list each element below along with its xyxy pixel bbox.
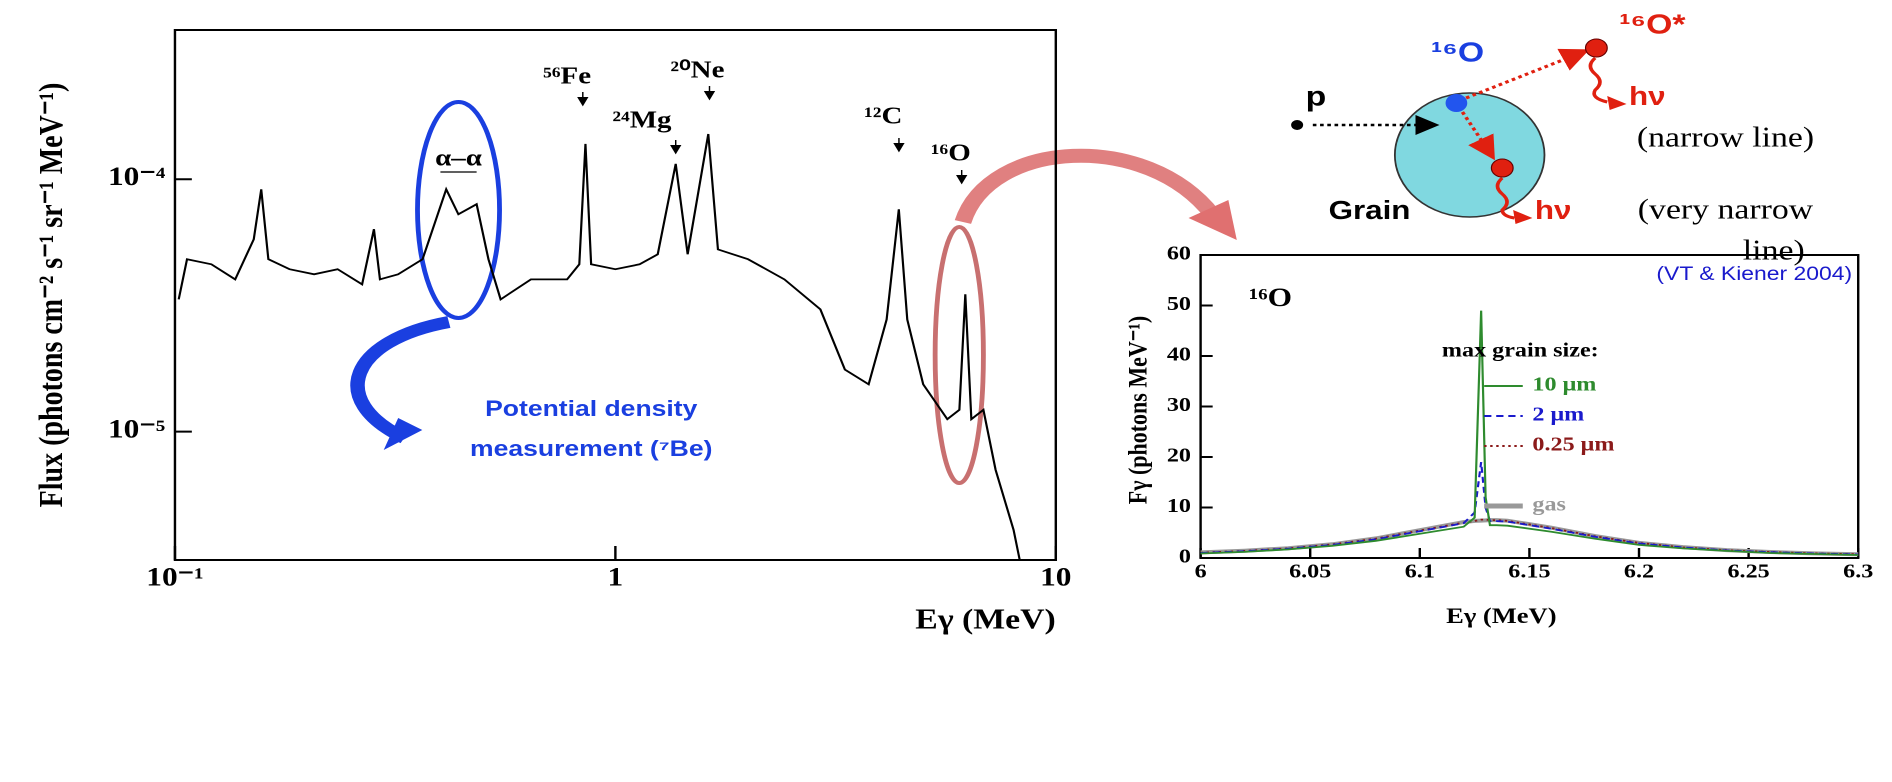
y-tick-label: 0	[1179, 545, 1191, 568]
decorations	[350, 38, 1627, 485]
proton	[1291, 120, 1304, 130]
photon	[1588, 56, 1608, 104]
data-line	[177, 133, 1021, 561]
annotation: (VT & Kiener 2004)	[1656, 264, 1852, 285]
x-axis-label: Eγ (MeV)	[915, 603, 1056, 635]
annotation: ¹²C	[864, 102, 902, 129]
diagram-label: ¹⁶O*	[1619, 8, 1686, 40]
y-axis-label: Fγ (photons MeV⁻¹)	[1123, 316, 1152, 504]
y-tick-label: 10	[1167, 494, 1191, 517]
grain	[1393, 92, 1546, 218]
diagram-label: line)	[1743, 234, 1805, 266]
annotation: measurement (⁷Be)	[470, 437, 712, 461]
legend-label: 10 μm	[1532, 373, 1597, 396]
x-tick-label: 6.2	[1624, 560, 1654, 583]
highlight-ellipse	[932, 225, 986, 485]
chart-title: ¹⁶O	[1249, 283, 1292, 312]
data-line	[1200, 310, 1859, 556]
legend-title: max grain size:	[1442, 339, 1599, 362]
arrowhead	[1188, 200, 1237, 240]
arrowhead	[1513, 210, 1533, 224]
legend-label: 2 μm	[1532, 403, 1584, 426]
diagram-label: (very narrow	[1638, 193, 1814, 225]
plot-frame	[1199, 254, 1860, 559]
x-tick-label: 1	[608, 563, 624, 592]
photon	[1495, 176, 1515, 220]
arrow	[350, 316, 451, 444]
diagram-label: hν	[1535, 196, 1572, 225]
diagram-label: (narrow line)	[1637, 121, 1814, 153]
nucleus	[1584, 38, 1608, 58]
x-tick-label: 6.1	[1405, 560, 1435, 583]
x-tick-label: 6.05	[1289, 560, 1331, 583]
y-tick-label: 20	[1167, 444, 1191, 467]
x-tick-label: 10⁻¹	[146, 563, 203, 592]
annotation: ²⁴Mg	[612, 106, 672, 133]
y-tick-label: 10⁻⁵	[108, 415, 166, 444]
arrowhead	[383, 418, 423, 450]
legend-label: gas	[1532, 493, 1566, 516]
arrow	[1460, 111, 1495, 161]
diagram-label: Grain	[1329, 196, 1411, 225]
annotation: ⁵⁶Fe	[543, 62, 591, 89]
nucleus	[1445, 94, 1468, 112]
x-tick-label: 6.15	[1508, 560, 1550, 583]
diagram-label: p	[1306, 80, 1327, 112]
y-tick-label: 50	[1167, 292, 1191, 315]
annotation: Potential density	[485, 397, 698, 421]
diagram-label: hν	[1629, 82, 1666, 111]
y-tick-label: 60	[1167, 242, 1191, 265]
x-tick-label: 6.3	[1843, 560, 1873, 583]
annotation: α–α	[435, 144, 482, 171]
annotation: ²⁰Ne	[670, 56, 724, 83]
diagram-label: ¹⁶O	[1431, 36, 1484, 68]
highlight-ellipse	[415, 100, 502, 320]
annotation: ¹⁶O	[931, 139, 971, 166]
y-axis-label: Flux (photons cm⁻² s⁻¹ sr⁻¹ MeV⁻¹)	[32, 83, 70, 508]
x-axis-label: Eγ (MeV)	[1446, 604, 1556, 628]
x-tick-label: 6.25	[1727, 560, 1769, 583]
nucleus	[1490, 158, 1514, 178]
arrowhead	[1607, 96, 1627, 110]
y-tick-label: 40	[1167, 343, 1191, 366]
x-tick-label: 10	[1040, 563, 1071, 592]
y-tick-label: 10⁻⁴	[108, 163, 166, 192]
arrow	[954, 148, 1220, 225]
data-line	[1200, 462, 1859, 556]
legend-label: 0.25 μm	[1532, 433, 1615, 456]
y-tick-label: 30	[1167, 393, 1191, 416]
x-tick-label: 6	[1195, 560, 1207, 583]
